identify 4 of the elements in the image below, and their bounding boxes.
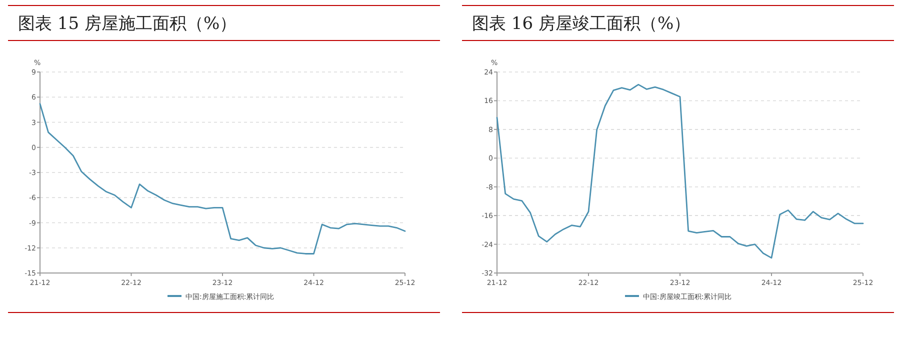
line-series bbox=[496, 84, 864, 259]
chart-title: 图表 15 房屋施工面积（%） bbox=[18, 14, 237, 34]
chart-title: 图表 16 房屋竣工面积（%） bbox=[472, 14, 691, 34]
line-series bbox=[39, 103, 406, 254]
